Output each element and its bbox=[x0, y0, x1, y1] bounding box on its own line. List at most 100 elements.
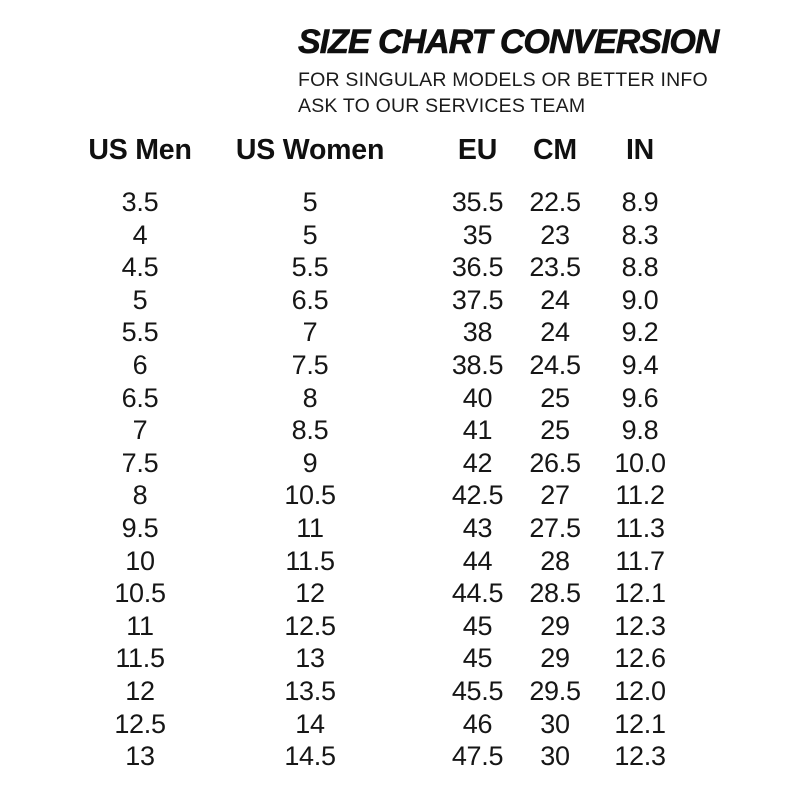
page-title: SIZE CHART CONVERSION bbox=[298, 23, 720, 61]
table-cell: 9.5 bbox=[121, 512, 159, 543]
table-cell: 5 bbox=[302, 187, 318, 217]
table-cell: 45 bbox=[462, 610, 493, 641]
table-cell: 30 bbox=[540, 708, 570, 739]
table-cell: 44.5 bbox=[451, 578, 504, 609]
table-cell: 5.5 bbox=[121, 317, 159, 348]
column-header: US Men bbox=[88, 134, 192, 166]
table-cell: 29 bbox=[540, 610, 570, 641]
page-subtitle: FOR SINGULAR MODELS OR BETTER INFO ASK T… bbox=[298, 67, 768, 119]
table-cell: 12.5 bbox=[114, 708, 166, 739]
table-cell: 24.5 bbox=[529, 349, 581, 380]
table-row: 7.5 9 42 26.5 10.0 bbox=[80, 447, 770, 480]
table-cell: 40 bbox=[462, 382, 493, 413]
table-cell: 9.2 bbox=[621, 317, 659, 348]
table-cell: 6.5 bbox=[121, 382, 159, 413]
table-cell: 13 bbox=[295, 643, 325, 674]
table-cell: 38.5 bbox=[451, 349, 504, 380]
table-row: 8 10.5 42.5 27 11.2 bbox=[80, 479, 770, 512]
table-cell: 8.3 bbox=[621, 219, 659, 250]
table-cell: 35 bbox=[462, 219, 493, 250]
table-cell: 24 bbox=[540, 284, 570, 315]
table-row: 6.5 8 40 25 9.6 bbox=[80, 382, 770, 415]
table-cell: 9 bbox=[302, 447, 318, 478]
table-cell: 4 bbox=[132, 219, 148, 250]
table-row: 5 6.5 37.5 24 9.0 bbox=[80, 284, 770, 317]
table-cell: 7 bbox=[132, 415, 148, 446]
table-row: 10 11.5 44 28 11.7 bbox=[80, 545, 770, 578]
table-cell: 36.5 bbox=[451, 252, 504, 283]
table-cell: 11.5 bbox=[115, 643, 165, 674]
table-cell: 22.5 bbox=[529, 187, 581, 217]
header-block: SIZE CHART CONVERSION FOR SINGULAR MODEL… bbox=[298, 24, 768, 119]
table-cell: 11.2 bbox=[615, 480, 665, 511]
table-cell: 42 bbox=[462, 447, 493, 478]
size-table: US Men US Women EU CM IN 3.5 5 35.5 22.5 8.9 4 5 35 2… bbox=[80, 130, 770, 773]
table-cell: 46 bbox=[462, 708, 493, 739]
table-row: 7 8.5 41 25 9.8 bbox=[80, 414, 770, 447]
table-cell: 42.5 bbox=[451, 480, 504, 511]
table-cell: 28 bbox=[540, 545, 570, 576]
subtitle-line-2: ASK TO OUR SERVICES TEAM bbox=[298, 95, 586, 117]
table-cell: 14.5 bbox=[284, 741, 336, 772]
table-cell: 7 bbox=[302, 317, 318, 348]
table-cell: 12 bbox=[125, 675, 155, 706]
table-cell: 29.5 bbox=[529, 675, 581, 706]
table-cell: 9.6 bbox=[621, 382, 659, 413]
table-cell: 41 bbox=[462, 415, 493, 446]
table-cell: 38 bbox=[462, 317, 493, 348]
table-cell: 12.3 bbox=[614, 610, 666, 641]
table-row: 4.5 5.5 36.5 23.5 8.8 bbox=[80, 251, 770, 284]
table-cell: 9.8 bbox=[621, 415, 659, 446]
table-cell: 13 bbox=[125, 741, 155, 772]
table-header-row: US Men US Women EU CM IN bbox=[80, 130, 770, 170]
table-cell: 12.6 bbox=[614, 643, 666, 674]
table-cell: 45 bbox=[462, 643, 493, 674]
table-row: 10.5 12 44.5 28.5 12.1 bbox=[80, 577, 770, 610]
table-row: 11.5 13 45 29 12.6 bbox=[80, 642, 770, 675]
table-cell: 24 bbox=[540, 317, 570, 348]
table-row: 5.5 7 38 24 9.2 bbox=[80, 316, 770, 349]
column-header: US Women bbox=[235, 134, 385, 166]
table-row: 11 12.5 45 29 12.3 bbox=[80, 610, 770, 643]
table-cell: 13.5 bbox=[284, 675, 336, 706]
table-cell: 29 bbox=[540, 643, 570, 674]
table-row: 9.5 11 43 27.5 11.3 bbox=[80, 512, 770, 545]
table-cell: 27 bbox=[540, 480, 570, 511]
table-cell: 5 bbox=[132, 284, 148, 315]
table-cell: 4.5 bbox=[121, 252, 159, 283]
table-row: 6 7.5 38.5 24.5 9.4 bbox=[80, 349, 770, 382]
table-cell: 12.5 bbox=[284, 610, 336, 641]
table-cell: 25 bbox=[540, 415, 570, 446]
table-row: 13 14.5 47.5 30 12.3 bbox=[80, 740, 770, 773]
table-cell: 25 bbox=[540, 382, 570, 413]
table-cell: 5 bbox=[302, 219, 318, 250]
table-cell: 11.3 bbox=[615, 512, 665, 543]
table-cell: 11.7 bbox=[615, 545, 665, 576]
table-row: 12.5 14 46 30 12.1 bbox=[80, 708, 770, 741]
table-row: 12 13.5 45.5 29.5 12.0 bbox=[80, 675, 770, 708]
table-cell: 14 bbox=[295, 708, 325, 739]
table-cell: 12.3 bbox=[614, 741, 666, 772]
table-cell: 26.5 bbox=[529, 447, 581, 478]
table-cell: 23.5 bbox=[529, 252, 581, 283]
table-cell: 37.5 bbox=[451, 284, 504, 315]
table-cell: 8 bbox=[132, 480, 148, 511]
table-cell: 9.4 bbox=[621, 349, 659, 380]
table-cell: 12 bbox=[295, 578, 325, 609]
table-cell: 44 bbox=[462, 545, 493, 576]
table-cell: 7.5 bbox=[121, 447, 159, 478]
table-cell: 47.5 bbox=[451, 741, 504, 772]
table-cell: 43 bbox=[462, 512, 493, 543]
table-cell: 11 bbox=[126, 610, 154, 641]
table-cell: 28.5 bbox=[529, 578, 581, 609]
table-cell: 10.5 bbox=[114, 578, 166, 609]
table-cell: 35.5 bbox=[451, 187, 504, 217]
table-cell: 9.0 bbox=[621, 284, 659, 315]
table-cell: 7.5 bbox=[291, 349, 329, 380]
table-cell: 6.5 bbox=[291, 284, 329, 315]
column-header: EU bbox=[457, 134, 498, 166]
table-cell: 30 bbox=[540, 741, 570, 772]
column-header: IN bbox=[625, 134, 655, 166]
table-cell: 5.5 bbox=[291, 252, 329, 283]
